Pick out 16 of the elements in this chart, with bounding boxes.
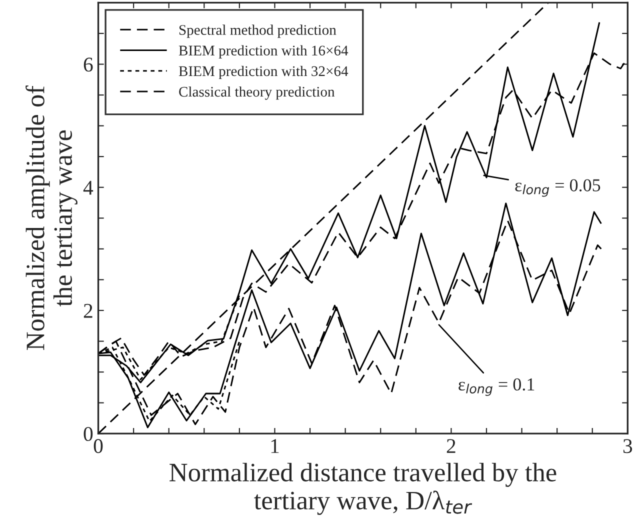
y-tick-label: 4 <box>83 180 94 195</box>
y-tick-label: 6 <box>84 58 93 72</box>
x-tick-label: 2 <box>446 439 456 453</box>
y-tick-label: 2 <box>84 304 92 318</box>
y-tick-label: 0 <box>84 426 93 442</box>
x-tick-label: 0 <box>94 439 103 454</box>
legend-label: Classical theory prediction <box>179 86 335 100</box>
annotation: ε$_{long}$ = 0.05 <box>515 179 600 197</box>
legend-label: BIEM prediction with 16×64 <box>178 45 348 58</box>
legend-label: Spectral method prediction <box>179 24 336 38</box>
x-tick-label: 1 <box>271 439 279 453</box>
annotation: ε$_{long}$ = 0.1 <box>458 378 534 396</box>
x-axis-title: Normalized distance travelled by the tertiary wave, D/λ$_{ter}$ <box>170 462 556 515</box>
legend-label: BIEM prediction with 32×64 <box>178 66 348 80</box>
y-axis-title: Normalized amplitude of the tertiary wave <box>26 85 78 350</box>
x-tick-label: 3 <box>623 439 632 454</box>
